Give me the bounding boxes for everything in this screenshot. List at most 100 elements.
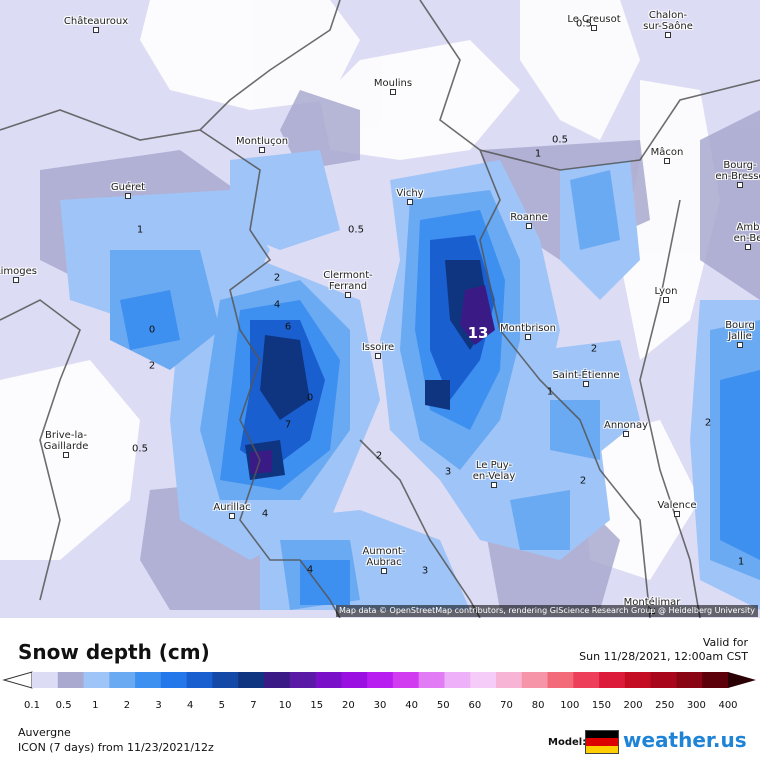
scale-tick-label: 2 xyxy=(123,700,131,711)
scale-swatch xyxy=(367,672,394,688)
scale-tick-label: 3 xyxy=(155,700,162,711)
contour-value-label: 2 xyxy=(273,272,281,284)
snow-13-peak xyxy=(250,285,495,474)
city-label: Limoges xyxy=(0,266,37,277)
scale-swatch xyxy=(264,672,291,688)
city-marker-icon xyxy=(737,342,743,348)
scale-swatch xyxy=(650,672,677,688)
contour-value-label: 0.5 xyxy=(576,18,592,30)
scale-tick-label: 200 xyxy=(623,700,643,711)
city-marker-icon xyxy=(345,292,351,298)
scale-tick-label: 30 xyxy=(373,700,387,711)
scale-tick-label: 0.1 xyxy=(24,700,40,711)
scale-tick-label: 5 xyxy=(218,700,225,711)
scale-tick-label: 150 xyxy=(591,700,611,711)
scale-tick-label: 70 xyxy=(500,700,513,711)
scale-tick-label: 0.5 xyxy=(55,700,72,711)
city-marker-icon xyxy=(407,199,413,205)
city-marker-icon xyxy=(737,182,743,188)
snow-depth-map[interactable]: Châteauroux Le Creusot Chalon- sur-Saône Mo… xyxy=(0,0,760,618)
scale-tick-label: 60 xyxy=(468,700,482,711)
contour-value-label: 1 xyxy=(534,148,542,160)
scale-min-arrow xyxy=(2,671,33,689)
scale-tick-label: 10 xyxy=(278,700,292,711)
contour-value-label: 1 xyxy=(737,556,745,568)
scale-tick-label: 50 xyxy=(436,700,450,711)
contour-value-label: 13 xyxy=(467,324,489,342)
scale-swatch xyxy=(624,672,652,688)
contour-value-label: 6 xyxy=(284,321,292,333)
city-label: Montluçon xyxy=(235,136,289,147)
city-marker-icon xyxy=(664,158,670,164)
scale-max-arrow xyxy=(728,672,756,688)
scale-swatch xyxy=(676,672,703,688)
scale-swatch xyxy=(135,672,162,688)
scale-swatch xyxy=(186,672,213,688)
scale-swatch xyxy=(418,672,445,688)
city-marker-icon xyxy=(663,297,669,303)
city-marker-icon xyxy=(591,25,597,31)
city-marker-icon xyxy=(623,431,629,437)
city-marker-icon xyxy=(125,193,131,199)
city-marker-icon xyxy=(665,32,671,38)
city-label: Montbrison xyxy=(500,323,556,334)
scale-swatch xyxy=(392,672,420,688)
city-label: Chalon- sur-Saône xyxy=(643,10,693,32)
contour-value-label: 2 xyxy=(704,417,712,429)
city-label: Moulins xyxy=(373,78,413,89)
city-marker-icon xyxy=(583,381,589,387)
city-label: Amb en-Be xyxy=(733,222,760,244)
scale-swatch xyxy=(109,672,136,688)
city-marker-icon xyxy=(381,568,387,574)
city-label: Bourg Jallie xyxy=(725,320,755,342)
city-label: Annonay xyxy=(603,420,649,431)
city-marker-icon xyxy=(526,223,532,229)
contour-value-label: 1 xyxy=(136,224,144,236)
contour-value-label: 4 xyxy=(261,508,269,520)
region-name: Auvergne xyxy=(18,726,71,739)
contour-value-label: 4 xyxy=(306,564,314,576)
city-label: Le Creusot xyxy=(567,14,621,25)
city-label: Lyon xyxy=(654,286,678,297)
german-flag-icon xyxy=(585,730,619,754)
city-label: Montélimar xyxy=(623,597,681,608)
city-marker-icon xyxy=(229,513,235,519)
city-label: Clermont- Ferrand xyxy=(323,270,373,292)
map-attribution[interactable]: Map data © OpenStreetMap contributors, r… xyxy=(336,605,758,617)
contour-value-label: 0.5 xyxy=(132,443,148,455)
scale-swatch xyxy=(57,672,85,688)
city-label: Saint-Étienne xyxy=(552,370,620,381)
scale-swatch xyxy=(521,672,549,688)
contour-value-label: 2 xyxy=(148,360,156,372)
city-label: Guéret xyxy=(110,182,146,193)
scale-swatch xyxy=(238,672,265,688)
city-marker-icon xyxy=(93,27,99,33)
scale-swatch xyxy=(341,672,368,688)
legend-panel xyxy=(0,618,760,760)
contour-value-label: 3 xyxy=(444,466,452,478)
city-label: Roanne xyxy=(510,212,548,223)
valid-time: Sun 11/28/2021, 12:00am CST xyxy=(579,650,748,663)
city-label: Aurillac xyxy=(213,502,251,513)
scale-swatch xyxy=(32,672,59,688)
scale-swatch xyxy=(212,672,239,688)
scale-tick-label: 400 xyxy=(718,700,738,711)
contour-value-label: 2 xyxy=(579,475,587,487)
scale-swatch xyxy=(289,672,317,688)
contour-value-label: 0 xyxy=(306,392,314,404)
legend-title: Snow depth (cm) xyxy=(18,640,210,664)
scale-tick-label: 1 xyxy=(92,700,99,711)
scale-swatch xyxy=(547,672,574,688)
scale-tick-label: 100 xyxy=(560,700,580,711)
contour-value-label: 0 xyxy=(148,324,156,336)
weather-us-logo[interactable]: weather.us xyxy=(623,728,747,752)
city-marker-icon xyxy=(525,334,531,340)
city-marker-icon xyxy=(390,89,396,95)
scale-swatch xyxy=(702,672,729,688)
city-marker-icon xyxy=(491,482,497,488)
contour-value-label: 4 xyxy=(273,299,281,311)
scale-tick-label: 7 xyxy=(250,700,257,711)
scale-swatch xyxy=(160,672,188,688)
scale-tick-label: 80 xyxy=(531,700,545,711)
scale-swatch xyxy=(470,672,497,688)
